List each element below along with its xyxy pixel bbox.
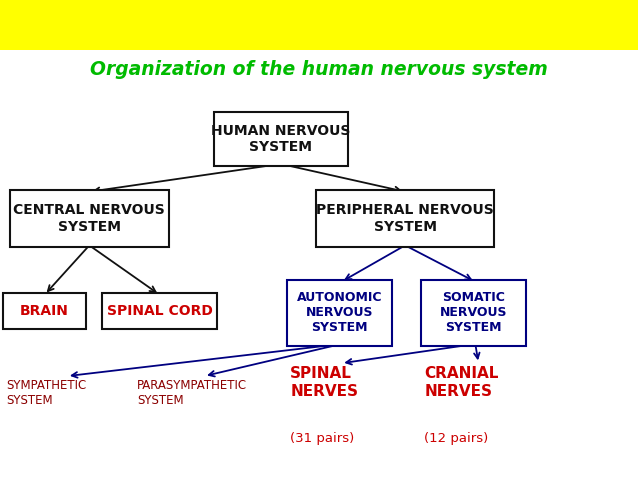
Text: PERIPHERAL NERVOUS
SYSTEM: PERIPHERAL NERVOUS SYSTEM [316, 204, 494, 234]
Text: SPINAL
NERVES: SPINAL NERVES [290, 366, 359, 399]
Text: SOMATIC
NERVOUS
SYSTEM: SOMATIC NERVOUS SYSTEM [440, 291, 507, 334]
Text: PARASYMPATHETIC
SYSTEM: PARASYMPATHETIC SYSTEM [137, 379, 248, 407]
Text: AUTONOMIC
NERVOUS
SYSTEM: AUTONOMIC NERVOUS SYSTEM [297, 291, 383, 334]
FancyBboxPatch shape [287, 280, 392, 346]
FancyBboxPatch shape [214, 113, 348, 166]
FancyBboxPatch shape [421, 280, 526, 346]
Text: BRAIN: BRAIN [20, 304, 69, 318]
Text: (12 pairs): (12 pairs) [424, 432, 489, 445]
FancyBboxPatch shape [3, 293, 86, 329]
FancyBboxPatch shape [316, 190, 494, 248]
Text: HUMAN NERVOUS
SYSTEM: HUMAN NERVOUS SYSTEM [211, 124, 350, 154]
Text: CENTRAL NERVOUS
SYSTEM: CENTRAL NERVOUS SYSTEM [13, 204, 165, 234]
FancyBboxPatch shape [10, 190, 169, 248]
Text: CRANIAL
NERVES: CRANIAL NERVES [424, 366, 499, 399]
Text: Organization of the human nervous system: Organization of the human nervous system [90, 60, 548, 79]
Text: SYMPATHETIC
SYSTEM: SYMPATHETIC SYSTEM [6, 379, 87, 407]
Text: SPINAL CORD: SPINAL CORD [107, 304, 212, 318]
FancyBboxPatch shape [102, 293, 217, 329]
Text: (31 pairs): (31 pairs) [290, 432, 355, 445]
